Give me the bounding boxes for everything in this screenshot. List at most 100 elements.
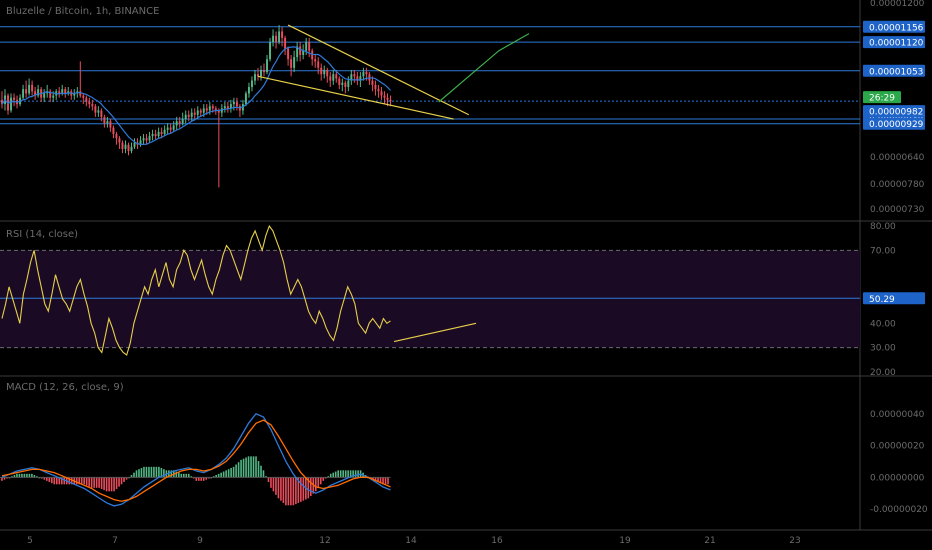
candle-body — [263, 69, 265, 73]
macd-histogram-bar — [252, 456, 255, 478]
macd-histogram-bar — [31, 473, 33, 478]
candle-body — [115, 133, 118, 139]
macd-histogram-bar — [163, 469, 165, 478]
macd-histogram-bar — [285, 477, 287, 506]
last-price-tag-bg — [863, 105, 925, 118]
time-axis-label: 21 — [704, 536, 715, 546]
candle-body — [299, 46, 302, 55]
price-level-tag-bg — [863, 64, 925, 77]
price-levels — [0, 26, 860, 125]
macd-histogram-bar — [21, 473, 23, 478]
candle-body — [22, 89, 25, 98]
macd-histogram-bar — [207, 477, 210, 479]
candle-body — [112, 127, 115, 134]
price-level-tag: 0.00001120 — [869, 39, 924, 49]
rsi-tick-label: 20.00 — [870, 368, 896, 378]
macd-histogram-bar — [90, 477, 93, 488]
candle-body — [163, 129, 166, 134]
candle-body — [37, 89, 40, 96]
macd-histogram-bar — [227, 469, 230, 478]
rsi-current-tag: 50.29 — [869, 295, 895, 305]
candle-body — [229, 104, 232, 109]
candle-body — [28, 84, 31, 94]
candle-body — [94, 106, 97, 113]
candle-body — [275, 35, 278, 43]
macd-histogram-bar — [120, 477, 123, 485]
candle-body — [374, 84, 377, 90]
macd-histogram-bar — [33, 475, 36, 478]
candle-body — [326, 69, 329, 77]
rsi-tick-label: 80.00 — [870, 222, 896, 232]
macd-histogram-bar — [354, 470, 357, 478]
macd-histogram-bar — [83, 477, 85, 485]
candle-body — [332, 74, 335, 81]
candle-body — [43, 93, 46, 98]
macd-histogram-bar — [160, 468, 163, 478]
macd-histogram-bar — [215, 475, 217, 478]
countdown-tag-bg — [863, 91, 901, 104]
macd-histogram-bar — [43, 477, 46, 480]
candle-body — [344, 82, 347, 88]
macd-histogram-bar — [100, 477, 103, 489]
price-tick-label: 0.00001200 — [870, 0, 925, 9]
candle-body — [34, 91, 37, 96]
candle-body — [184, 114, 187, 120]
macd-histogram-bar — [16, 473, 18, 478]
price-level-tag-bg — [863, 117, 925, 130]
macd-histogram-bar — [1, 477, 3, 481]
candle-body — [154, 133, 157, 137]
candle-body — [320, 67, 323, 75]
candle-body — [52, 95, 55, 98]
candle-body — [202, 108, 205, 113]
rsi-tick-label: 70.00 — [870, 246, 896, 256]
macd-histogram-bar — [257, 461, 260, 478]
price-level-tag: 0.00001053 — [869, 67, 923, 77]
macd-histogram-bar — [357, 470, 359, 478]
candle-body — [145, 138, 148, 141]
candle-body — [166, 127, 169, 130]
candle-body — [151, 133, 154, 137]
candle-body — [266, 59, 269, 73]
macd-histogram-bar — [153, 466, 155, 478]
macd-histogram-bar — [277, 477, 280, 499]
candle-body — [389, 99, 392, 102]
macd-histogram-bar — [113, 477, 115, 492]
projection-line — [438, 33, 530, 103]
macd-histogram-bar — [143, 466, 145, 478]
macd-histogram-bar — [6, 477, 8, 479]
macd-histogram-bar — [319, 477, 322, 485]
macd-histogram-bar — [382, 477, 384, 485]
macd-histogram-bar — [180, 473, 183, 478]
candle-body — [223, 106, 226, 109]
wedge-lower-line — [257, 75, 454, 120]
macd-histogram-bar — [178, 472, 180, 478]
macd-histogram-bar — [332, 472, 335, 478]
macd-histogram-bar — [217, 473, 220, 478]
macd-histogram-bar — [235, 464, 237, 478]
macd-histogram-bar — [3, 477, 6, 480]
candle-body — [323, 69, 326, 75]
candle-body — [190, 112, 193, 117]
macd-histogram-bar — [150, 466, 153, 478]
macd-histogram-bar — [48, 477, 51, 482]
wedge-upper-line — [287, 24, 470, 116]
time-axis-label: 7 — [112, 536, 118, 546]
macd-histogram-bar — [230, 468, 232, 478]
candle-body — [353, 74, 356, 77]
macd-histogram-bar — [108, 477, 110, 492]
candle-body — [365, 72, 368, 75]
candle-body — [281, 31, 284, 38]
macd-histogram-bar — [270, 477, 272, 488]
candle-body — [199, 110, 202, 113]
candle-body — [139, 140, 142, 145]
candle-body — [49, 91, 52, 98]
candle-body — [290, 59, 293, 68]
time-axis-label: 12 — [319, 536, 330, 546]
candle-body — [169, 127, 172, 130]
price-tick-label: 0.00000730 — [870, 205, 925, 215]
price-level-tag-bg — [863, 36, 925, 49]
axis-ticks: 0.00001200 0.00000640 0.00000780 0.00000730… — [870, 0, 928, 515]
macd-histogram-bar — [329, 473, 332, 478]
macd-histogram-bar — [80, 477, 83, 485]
macd-histogram-bar — [220, 472, 222, 478]
